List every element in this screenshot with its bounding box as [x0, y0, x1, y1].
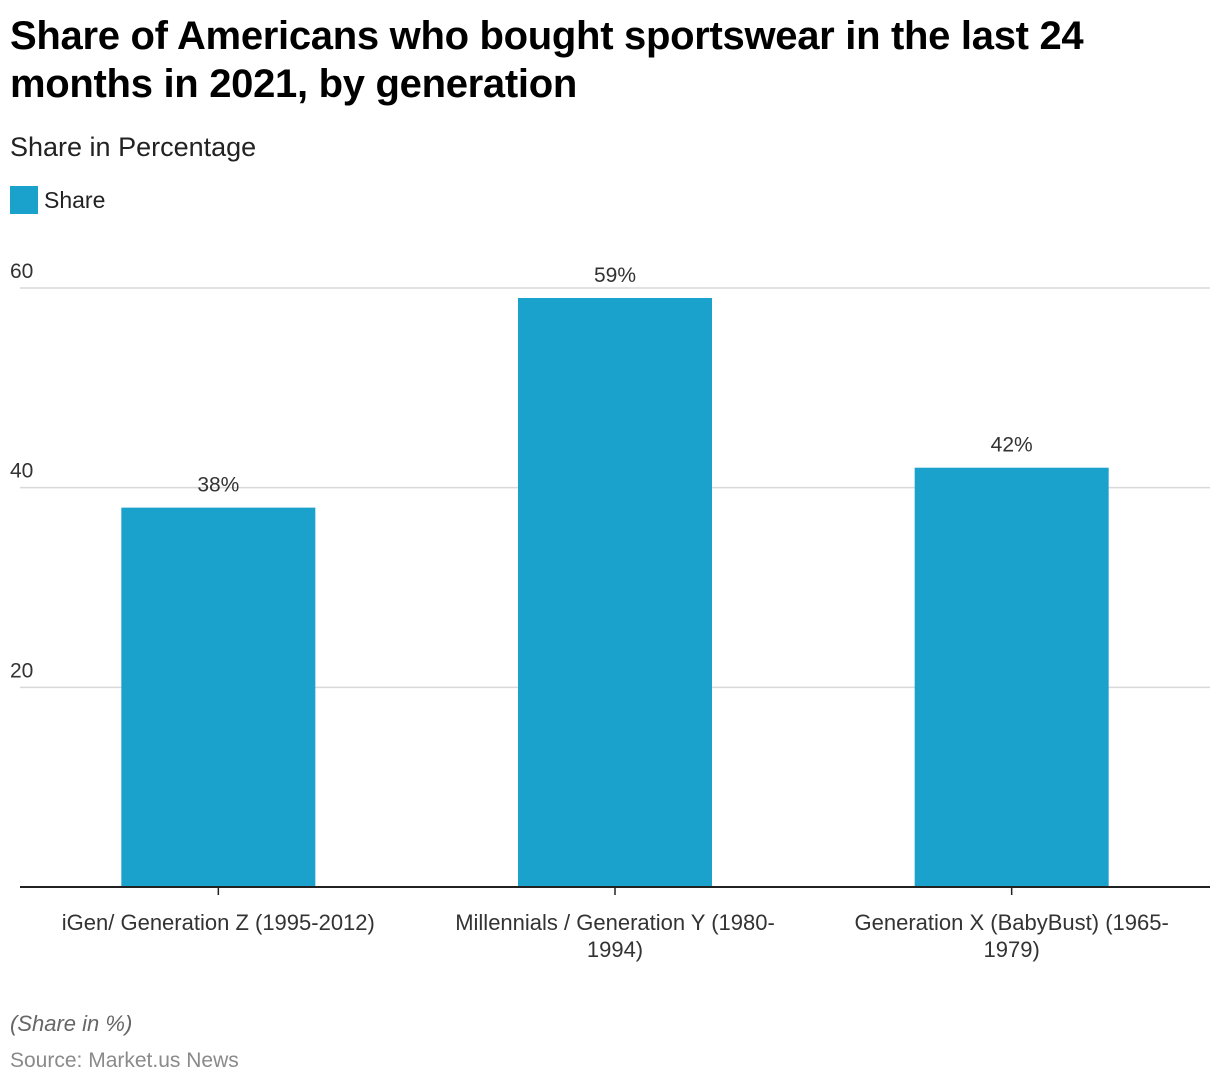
- x-tick-label: Millennials / Generation Y (1980-: [455, 910, 775, 935]
- legend: Share: [10, 186, 105, 214]
- y-tick-label: 20: [10, 659, 33, 682]
- x-tick-label: Generation X (BabyBust) (1965-: [855, 910, 1169, 935]
- footnote: (Share in %): [10, 1011, 133, 1036]
- x-tick-label: 1979): [984, 937, 1040, 962]
- data-label: 59%: [594, 264, 636, 287]
- y-tick-label: 40: [10, 460, 33, 483]
- bar: [121, 507, 316, 887]
- data-label: 38%: [197, 474, 239, 497]
- x-tick-label: iGen/ Generation Z (1995-2012): [62, 910, 375, 935]
- x-tick-label: 1994): [587, 937, 643, 962]
- bar: [518, 297, 712, 887]
- chart-subtitle: Share in Percentage: [10, 132, 257, 162]
- source-note: Source: Market.us News: [10, 1049, 239, 1072]
- legend-label-share: Share: [44, 187, 106, 213]
- bar-chart: 20 40 60 38% iGen/ Generation Z (1995-2012) 5…: [10, 260, 1210, 962]
- data-label: 42%: [991, 434, 1033, 457]
- bar: [914, 467, 1109, 887]
- chart-title: Share of Americans who bought sportswear…: [10, 14, 1084, 106]
- y-tick-label: 60: [10, 260, 33, 283]
- legend-swatch-share: [10, 186, 38, 214]
